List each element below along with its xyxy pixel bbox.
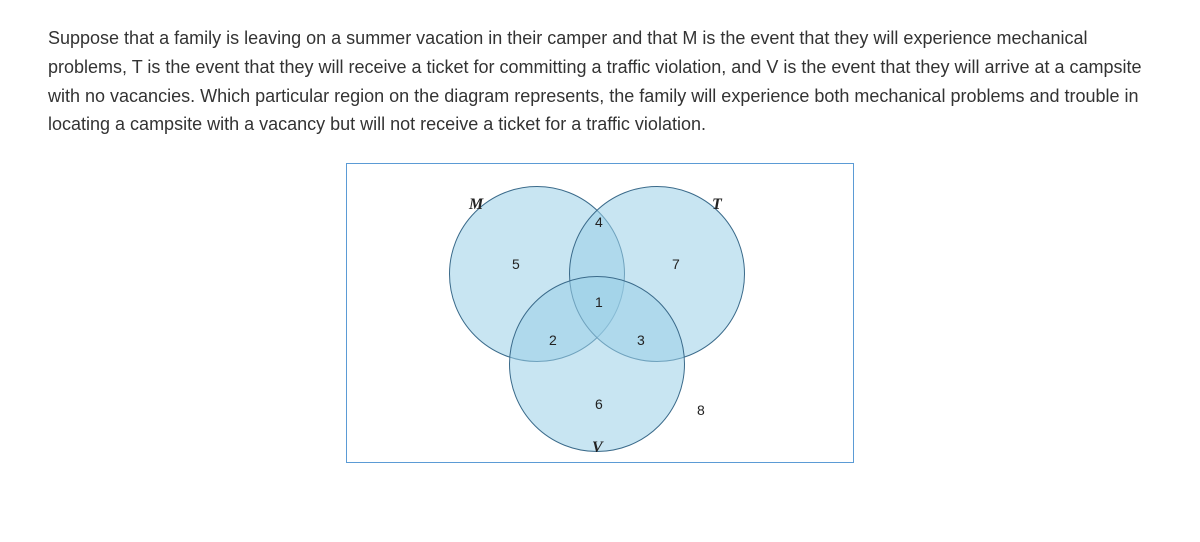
region-5: 5 (512, 256, 520, 272)
question-text: Suppose that a family is leaving on a su… (48, 24, 1152, 139)
venn-frame: M T V 4 5 7 1 2 3 6 8 (346, 163, 854, 463)
set-label-T: T (712, 196, 722, 214)
region-6: 6 (595, 396, 603, 412)
diagram-container: M T V 4 5 7 1 2 3 6 8 (48, 163, 1152, 463)
region-3: 3 (637, 332, 645, 348)
set-label-M: M (469, 196, 483, 214)
region-8: 8 (697, 402, 705, 418)
set-label-V: V (592, 439, 603, 457)
region-1: 1 (595, 294, 603, 310)
region-7: 7 (672, 256, 680, 272)
region-4: 4 (595, 214, 603, 230)
region-2: 2 (549, 332, 557, 348)
